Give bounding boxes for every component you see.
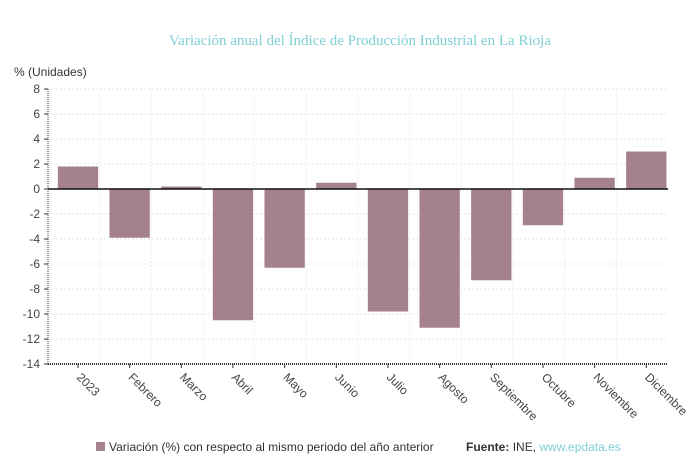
x-tick-label: Marzo	[177, 370, 211, 404]
bar-agosto	[419, 189, 460, 328]
x-tick-label: Julio	[384, 370, 412, 398]
x-tick-label: Mayo	[281, 370, 312, 401]
legend-label: Variación (%) con respecto al mismo peri…	[109, 440, 434, 454]
y-tick-label: 0	[33, 182, 40, 196]
legend-swatch	[96, 442, 105, 451]
bar-mayo	[264, 189, 305, 268]
bar-diciembre	[626, 151, 667, 189]
x-tick-label: 2023	[74, 370, 103, 399]
y-tick-label: -8	[29, 282, 40, 296]
bar-septiembre	[471, 189, 512, 281]
x-tick-label: Junio	[332, 370, 362, 400]
y-tick-label: 8	[33, 82, 40, 96]
x-tick-label: Septiembre	[487, 370, 541, 424]
x-tick-label: Abril	[229, 370, 256, 397]
source-text: INE,	[512, 440, 537, 454]
y-tick-label: -4	[29, 232, 40, 246]
x-tick-label: Diciembre	[642, 370, 690, 418]
y-tick-label: -12	[23, 332, 41, 346]
x-tick-label: Noviembre	[591, 370, 642, 421]
y-tick-label: 6	[33, 107, 40, 121]
y-tick-label: -2	[29, 207, 40, 221]
legend[interactable]: Variación (%) con respecto al mismo peri…	[96, 440, 434, 454]
y-tick-label: -6	[29, 257, 40, 271]
x-tick-label: Febrero	[126, 370, 166, 410]
bar-marzo	[161, 186, 202, 189]
source-link[interactable]: www.epdata.es	[539, 440, 621, 454]
x-tick-label: Agosto	[436, 370, 473, 407]
y-tick-label: -10	[23, 307, 41, 321]
y-tick-label: 2	[33, 157, 40, 171]
bar-abril	[212, 189, 254, 321]
y-tick-label: 4	[33, 132, 40, 146]
y-tick-label: -14	[23, 357, 41, 371]
source-label: Fuente:	[466, 440, 510, 454]
source: Fuente: INE, www.epdata.es	[466, 440, 621, 454]
y-axis-label: % (Unidades)	[14, 65, 87, 79]
bar-2023	[57, 166, 99, 189]
bar-octubre	[522, 189, 564, 226]
chart-title: Variación anual del Índice de Producción…	[169, 33, 551, 49]
bar-julio	[367, 189, 409, 312]
x-tick-label: Octubre	[539, 370, 579, 410]
bar-febrero	[109, 189, 150, 238]
bar-junio	[316, 182, 357, 189]
bar-noviembre	[574, 177, 615, 189]
